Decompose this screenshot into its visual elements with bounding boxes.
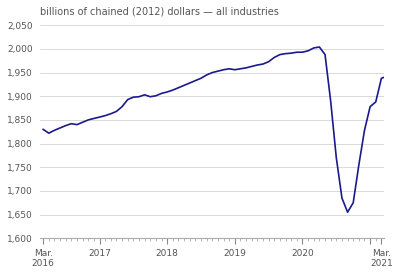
- Text: billions of chained (2012) dollars — all industries: billions of chained (2012) dollars — all…: [40, 7, 279, 17]
